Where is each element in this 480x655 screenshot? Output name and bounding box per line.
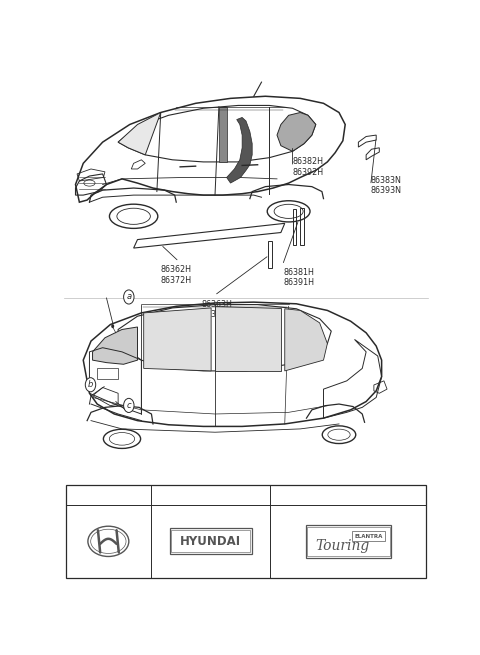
FancyBboxPatch shape	[66, 485, 426, 578]
Text: a: a	[74, 490, 80, 499]
Circle shape	[85, 378, 96, 392]
Text: 86381H
86391H: 86381H 86391H	[283, 268, 314, 287]
Text: 86363H
86373H: 86363H 86373H	[202, 299, 232, 319]
Text: 86321P: 86321P	[337, 490, 371, 499]
FancyBboxPatch shape	[352, 531, 385, 541]
Polygon shape	[215, 307, 281, 371]
Circle shape	[72, 487, 82, 502]
Text: c: c	[279, 490, 284, 499]
Polygon shape	[219, 107, 227, 162]
Text: 86362H
86372H: 86362H 86372H	[160, 265, 192, 285]
Polygon shape	[144, 308, 211, 371]
Polygon shape	[93, 327, 137, 364]
Circle shape	[124, 290, 134, 304]
Polygon shape	[277, 113, 316, 151]
Circle shape	[111, 324, 114, 328]
Text: 86340R: 86340R	[96, 490, 132, 499]
Polygon shape	[118, 113, 161, 155]
Circle shape	[124, 398, 134, 413]
Text: a: a	[126, 293, 132, 301]
Polygon shape	[285, 309, 327, 371]
Text: Touring: Touring	[315, 539, 370, 553]
Text: b: b	[159, 490, 165, 499]
Circle shape	[276, 487, 287, 502]
Text: b: b	[88, 381, 93, 389]
Polygon shape	[227, 117, 252, 183]
Text: 86383N
86393N: 86383N 86393N	[371, 176, 402, 195]
Text: ELANTRA: ELANTRA	[355, 534, 383, 539]
Text: HYUNDAI: HYUNDAI	[180, 535, 241, 548]
Text: 86335HP: 86335HP	[196, 490, 237, 499]
Text: c: c	[127, 401, 131, 410]
Circle shape	[157, 487, 168, 502]
Text: 86382H
86392H: 86382H 86392H	[292, 157, 324, 177]
